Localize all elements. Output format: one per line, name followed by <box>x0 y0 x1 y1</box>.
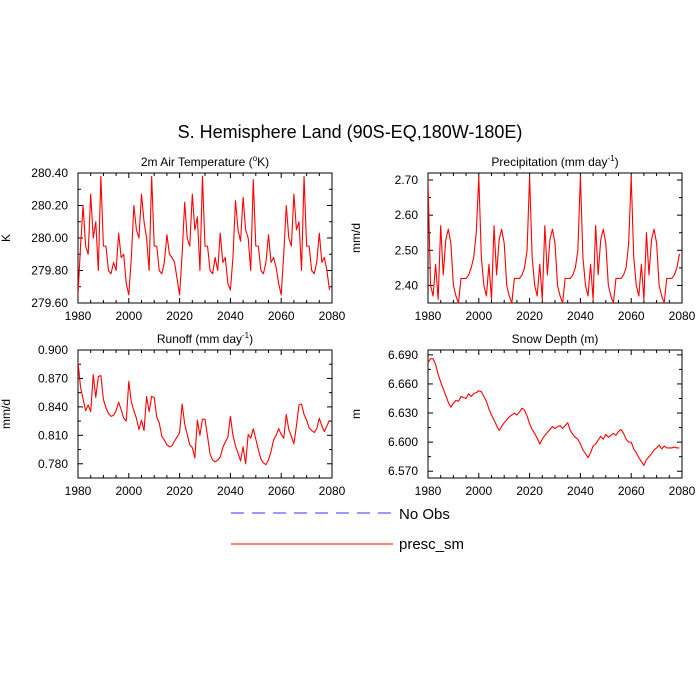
air-temperature-title: 2m Air Temperature (oK) <box>141 154 269 169</box>
runoff-ytick-label: 0.810 <box>38 428 68 442</box>
legend: No Obs presc_sm <box>231 506 464 553</box>
runoff-xtick-label: 2000 <box>115 484 142 498</box>
precipitation-xtick-label: 2040 <box>567 309 594 323</box>
snow-depth-ytick-label: 6.570 <box>388 464 418 478</box>
precipitation-xtick-label: 2000 <box>465 309 492 323</box>
legend-label-presc-sm: presc_sm <box>399 536 464 553</box>
runoff-title: Runoff (mm day-1) <box>157 331 253 346</box>
legend-label-no-obs: No Obs <box>399 506 450 523</box>
panel-snow-depth: Snow Depth (m) m 1980 2000 2020 2040 2060 2080 6… <box>349 332 696 498</box>
precipitation-ytick-label: 2.70 <box>395 173 419 187</box>
air-temperature-xtick-label: 2080 <box>319 309 346 323</box>
precipitation-xtick-label: 2080 <box>669 309 696 323</box>
snow-depth-ytick-label: 6.660 <box>388 377 418 391</box>
precipitation-ylabel: mm/d <box>349 223 363 253</box>
air-temperature-xtick-label: 1980 <box>65 309 92 323</box>
air-temperature-series-presc-sm <box>78 175 331 296</box>
panel-precipitation: Precipitation (mm day-1) mm/d 1980 2000 2020… <box>349 154 696 323</box>
panel-air-temperature: 2m Air Temperature (oK) K 1980 2000 2020 2040… <box>0 154 346 323</box>
runoff-xtick-label: 2040 <box>217 484 244 498</box>
snow-depth-xtick-label: 2060 <box>618 484 645 498</box>
snow-depth-xtick-label: 2000 <box>465 484 492 498</box>
snow-depth-title: Snow Depth (m) <box>512 332 599 346</box>
snow-depth-xtick-label: 1980 <box>415 484 442 498</box>
snow-depth-xtick-label: 2080 <box>669 484 696 498</box>
snow-depth-ytick-label: 6.600 <box>388 435 418 449</box>
precipitation-title: Precipitation (mm day-1) <box>491 154 618 169</box>
snow-depth-ylabel: m <box>349 409 363 419</box>
panel-runoff: Runoff (mm day-1) mm/d 1980 2000 2020 2040 206… <box>0 331 346 498</box>
air-temperature-ytick-label: 280.20 <box>31 199 68 213</box>
runoff-xtick-label: 2080 <box>319 484 346 498</box>
precipitation-ytick-label: 2.50 <box>395 243 419 257</box>
precipitation-xtick-label: 2020 <box>516 309 543 323</box>
air-temperature-ylabel: K <box>0 234 13 242</box>
runoff-ytick-label: 0.870 <box>38 371 68 385</box>
runoff-xtick-label: 1980 <box>65 484 92 498</box>
runoff-xtick-label: 2020 <box>166 484 193 498</box>
air-temperature-ytick-label: 279.60 <box>31 296 68 310</box>
precipitation-ytick-label: 2.40 <box>395 278 419 292</box>
snow-depth-xtick-label: 2040 <box>567 484 594 498</box>
runoff-ytick-label: 0.780 <box>38 457 68 471</box>
snow-depth-series-presc-sm <box>428 358 680 466</box>
air-temperature-xtick-label: 2020 <box>166 309 193 323</box>
air-temperature-xtick-label: 2060 <box>268 309 295 323</box>
precipitation-xtick-label: 1980 <box>415 309 442 323</box>
runoff-ytick-label: 0.840 <box>38 400 68 414</box>
snow-depth-ytick-label: 6.690 <box>388 348 418 362</box>
precipitation-series-presc-sm <box>428 175 681 303</box>
air-temperature-xtick-label: 2040 <box>217 309 244 323</box>
air-temperature-xtick-label: 2000 <box>115 309 142 323</box>
runoff-xtick-label: 2060 <box>268 484 295 498</box>
runoff-ytick-label: 0.900 <box>38 343 68 357</box>
runoff-ylabel: mm/d <box>0 399 13 429</box>
precipitation-xtick-label: 2060 <box>618 309 645 323</box>
precipitation-ytick-label: 2.60 <box>395 208 419 222</box>
air-temperature-ytick-label: 280.40 <box>31 166 68 180</box>
air-temperature-ytick-label: 280.00 <box>31 231 68 245</box>
figure-title: S. Hemisphere Land (90S-EQ,180W-180E) <box>178 122 523 142</box>
snow-depth-xtick-label: 2020 <box>516 484 543 498</box>
snow-depth-ytick-label: 6.630 <box>388 406 418 420</box>
runoff-series-presc-sm <box>78 362 330 466</box>
air-temperature-ytick-label: 279.80 <box>31 264 68 278</box>
